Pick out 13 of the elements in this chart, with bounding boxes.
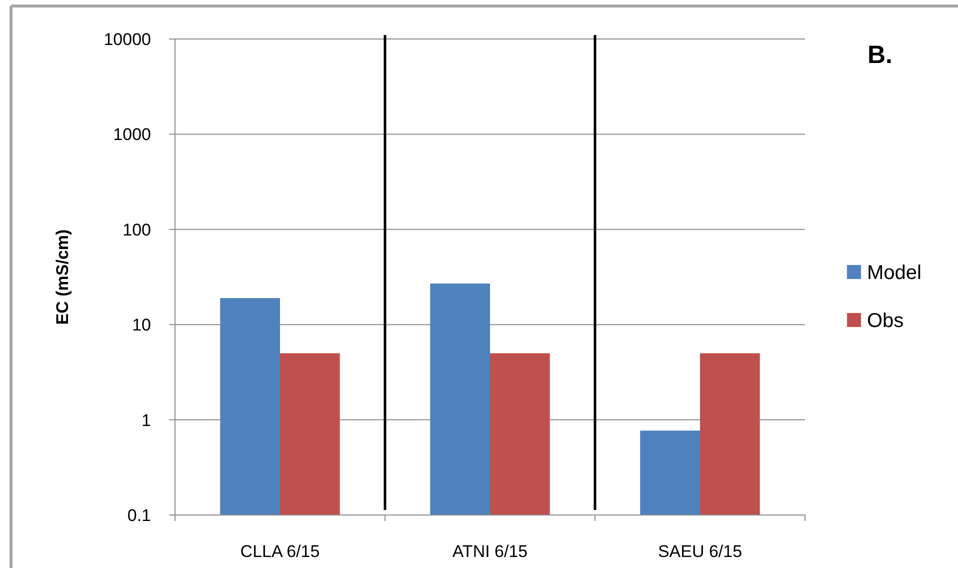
- text: B.: [868, 41, 892, 69]
- y-tick-label: 10: [132, 316, 151, 335]
- legend-label: Model: [867, 262, 922, 284]
- y-tick-label: 0.1: [127, 506, 151, 525]
- legend-label: Obs: [867, 310, 904, 332]
- y-tick-label: 1000: [113, 125, 151, 144]
- y-tick-label: 1: [142, 410, 151, 430]
- x-tick-label: ATNI 6/15: [452, 542, 528, 561]
- x-tick-label: SAEU 6/15: [658, 542, 742, 561]
- y-tick-label: 100: [122, 220, 151, 240]
- x-tick-label: CLLA 6/15: [240, 542, 320, 561]
- y-axis-title: EC (mS/cm): [53, 229, 72, 325]
- y-tick-label: 10000: [104, 30, 151, 49]
